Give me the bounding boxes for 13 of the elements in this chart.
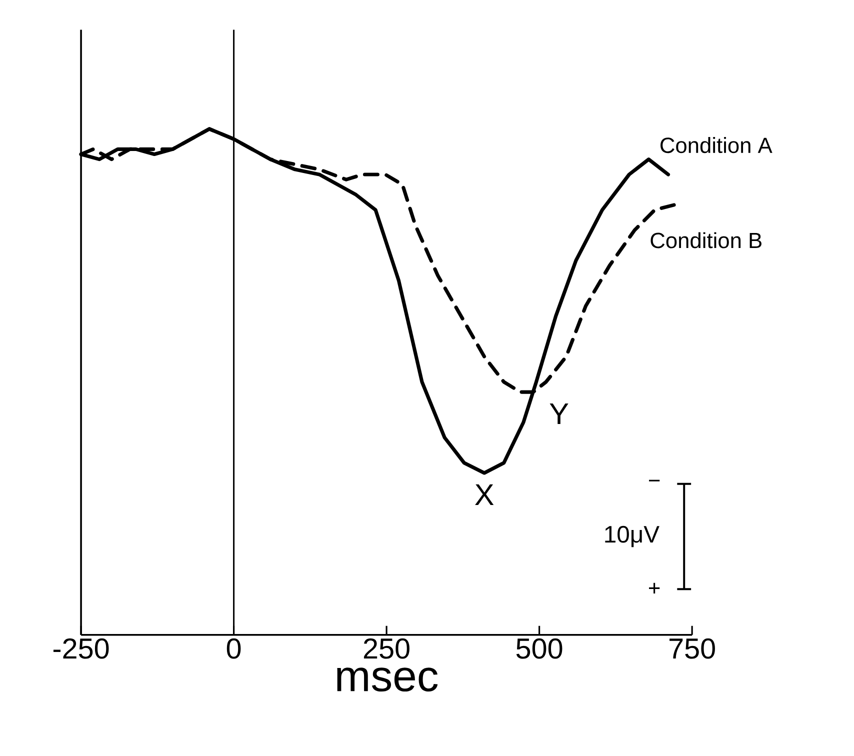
x-tick-label: 0 bbox=[226, 638, 241, 659]
x-tick-label: 500 bbox=[516, 638, 562, 659]
annotation: + bbox=[648, 582, 660, 594]
annotation: − bbox=[648, 480, 660, 482]
annotation: Y bbox=[550, 403, 568, 424]
series-label: Condition B bbox=[650, 232, 762, 248]
x-tick-label: 750 bbox=[670, 638, 715, 659]
series-label: Condition A bbox=[660, 137, 772, 154]
x-tick-label: 250 bbox=[364, 638, 410, 659]
x-tick-label: -250 bbox=[53, 638, 109, 659]
annotation: X bbox=[475, 484, 494, 505]
annotation: 10μV bbox=[605, 526, 660, 548]
x-axis-title: msec bbox=[337, 668, 438, 692]
